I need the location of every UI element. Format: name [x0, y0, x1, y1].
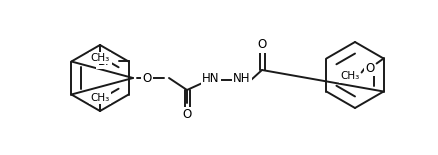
- Text: O: O: [182, 108, 192, 122]
- Text: CH₃: CH₃: [340, 71, 359, 82]
- Text: O: O: [258, 38, 267, 51]
- Text: O: O: [142, 71, 152, 84]
- Text: CH₃: CH₃: [90, 53, 110, 63]
- Text: NH: NH: [233, 71, 251, 84]
- Text: HN: HN: [202, 71, 220, 84]
- Text: Br: Br: [97, 55, 110, 68]
- Text: O: O: [365, 62, 374, 75]
- Text: CH₃: CH₃: [90, 93, 110, 103]
